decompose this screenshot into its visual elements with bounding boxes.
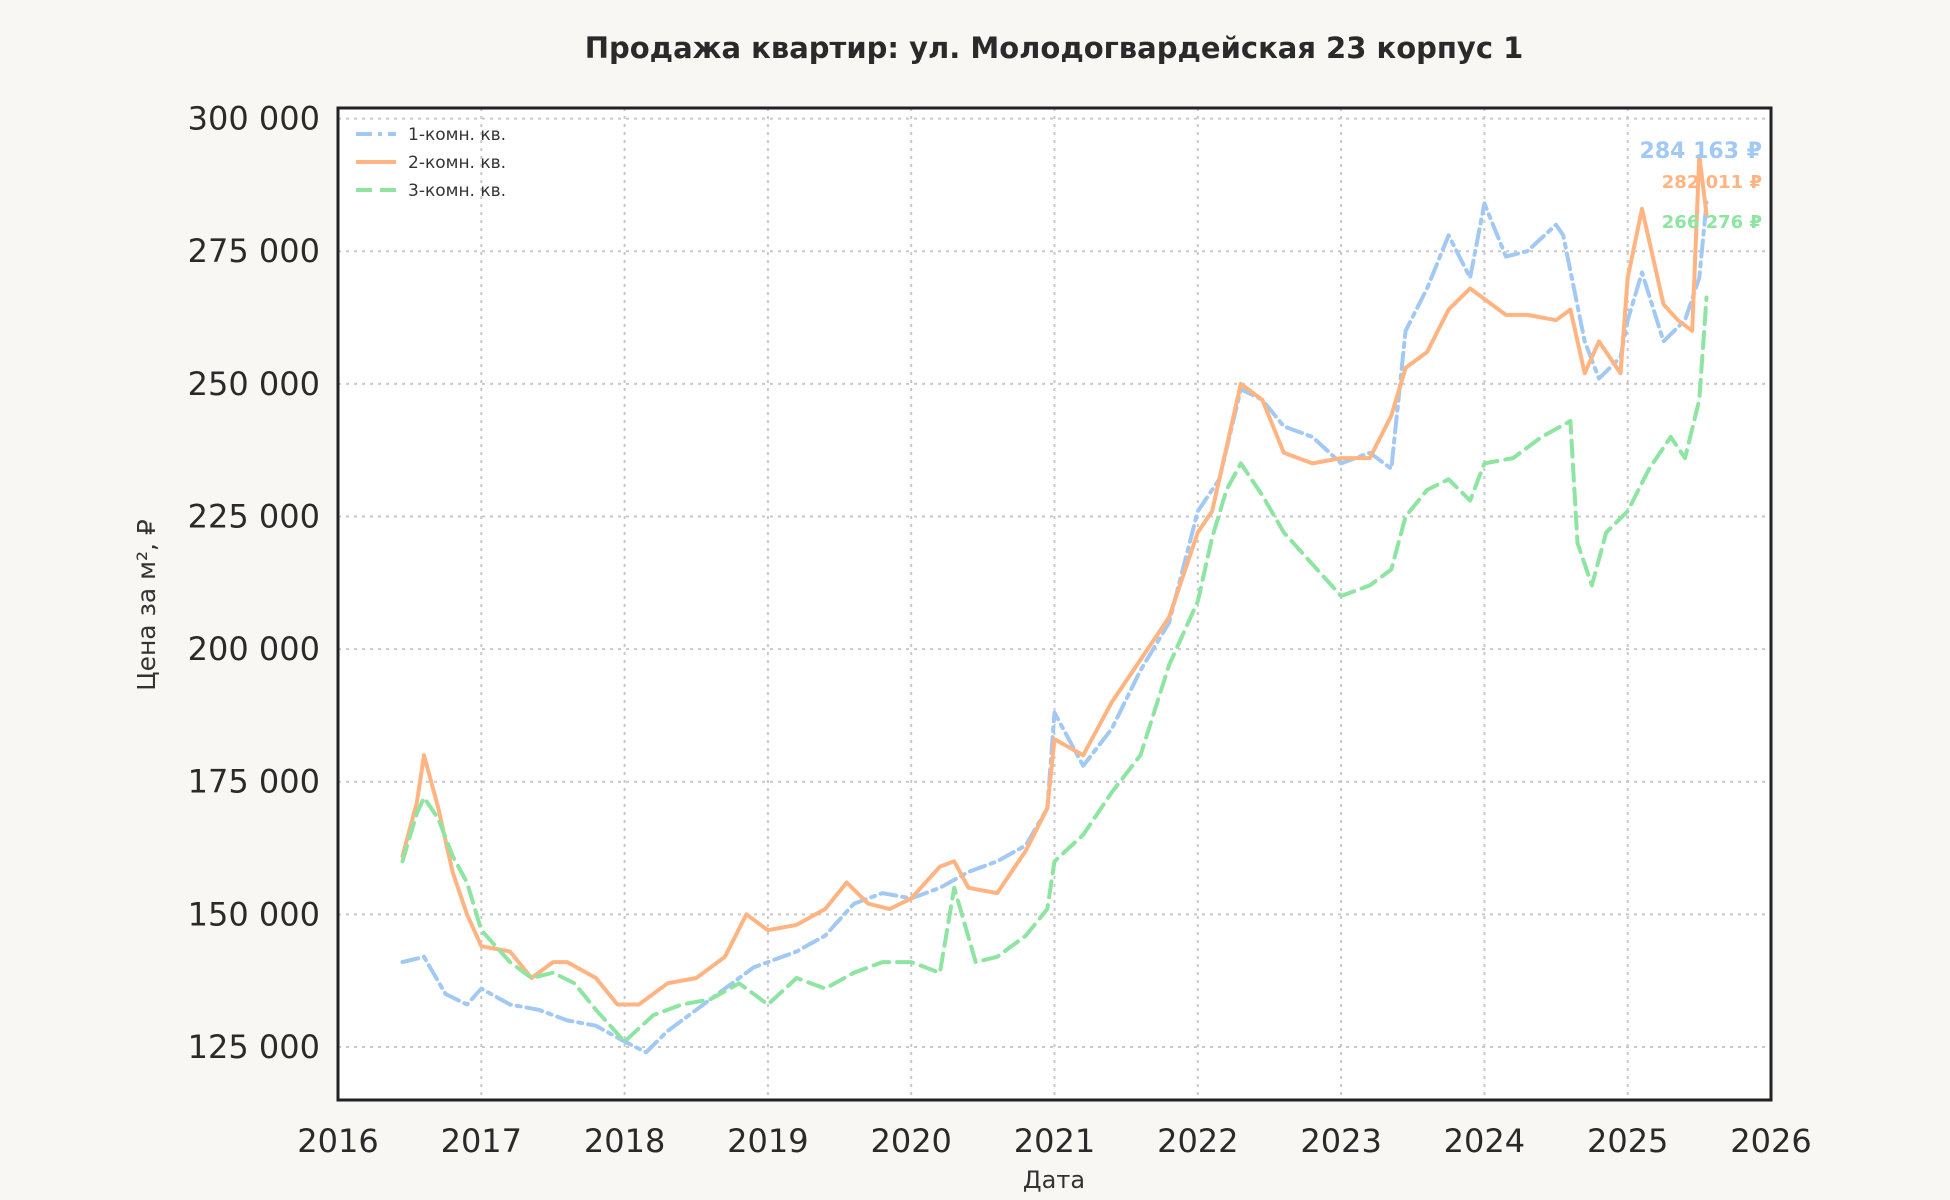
y-tick-label: 200 000 [188,630,320,668]
legend-label: 2-комн. кв. [408,153,506,173]
x-tick-label: 2026 [1730,1122,1811,1160]
series-lines [400,153,1709,1055]
chart-title: Продажа квартир: ул. Молодогвардейская 2… [585,31,1524,65]
y-tick-label: 275 000 [188,232,320,270]
x-tick-label: 2016 [297,1122,378,1160]
y-tick-label: 125 000 [188,1028,320,1066]
last-value-labels: 284 163 ₽ 282 011 ₽ 266 276 ₽ [1640,139,1762,233]
y-tick-label: 300 000 [188,100,320,138]
x-axis-ticks: 2016 2017 2018 2019 2020 2021 2022 2023 2024 2025… [297,1122,1811,1160]
last-value-label: 266 276 ₽ [1662,212,1762,233]
last-value-label: 284 163 ₽ [1640,139,1762,164]
series-line-1 [400,200,1709,1055]
plot-frame [336,106,1773,1102]
y-axis-label: Цена за м², ₽ [132,519,161,691]
x-tick-label: 2024 [1444,1122,1525,1160]
x-tick-label: 2020 [870,1122,951,1160]
y-axis-ticks: 125 000 150 000 175 000 200 000 225 000 250 0… [188,100,320,1066]
y-tick-label: 150 000 [188,895,320,933]
grid-lines [338,108,1771,1100]
x-tick-label: 2021 [1014,1122,1095,1160]
y-tick-label: 225 000 [188,497,320,535]
x-tick-label: 2023 [1300,1122,1381,1160]
x-tick-label: 2017 [441,1122,522,1160]
x-tick-label: 2019 [727,1122,808,1160]
last-value-label: 282 011 ₽ [1662,172,1762,193]
y-tick-label: 175 000 [188,763,320,801]
series-line-2 [400,153,1709,1007]
legend-label: 3-комн. кв. [408,181,506,201]
x-tick-label: 2025 [1587,1122,1668,1160]
x-tick-label: 2022 [1157,1122,1238,1160]
y-tick-label: 250 000 [188,365,320,403]
series-line-3 [400,295,1709,1044]
legend: 1-комн. кв. 2-комн. кв. 3-комн. кв. [356,125,506,201]
legend-label: 1-комн. кв. [408,125,506,145]
x-tick-label: 2018 [584,1122,665,1160]
x-axis-label: Дата [1023,1166,1085,1194]
